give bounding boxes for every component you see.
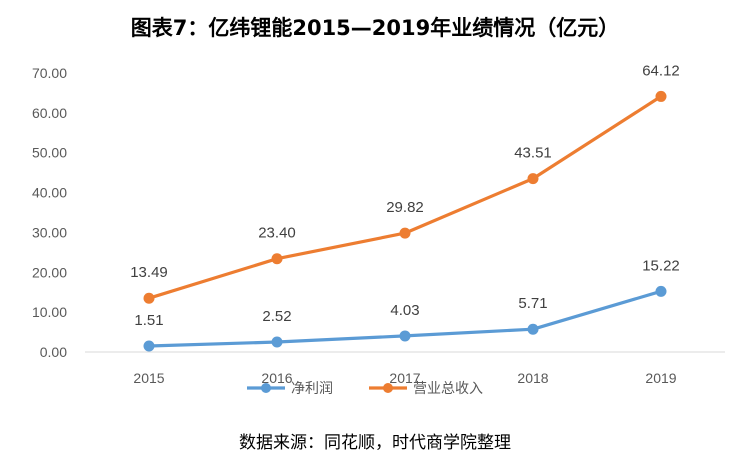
data-label: 2.52 (262, 308, 291, 325)
data-label: 29.82 (386, 199, 424, 216)
data-point (271, 253, 283, 265)
y-tick-label: 50.00 (32, 145, 67, 161)
data-point (143, 340, 155, 352)
x-tick-label: 2016 (261, 370, 292, 386)
y-tick-label: 0.00 (40, 344, 67, 360)
data-label: 4.03 (390, 302, 419, 319)
legend-marker-0 (261, 383, 271, 393)
data-point (527, 173, 539, 185)
data-label: 23.40 (258, 225, 296, 242)
source-note: 数据来源：同花顺，时代商学院整理 (239, 433, 511, 453)
y-tick-label: 40.00 (32, 185, 67, 201)
data-point (399, 330, 411, 342)
data-label: 15.22 (642, 257, 680, 274)
legend: 净利润 营业总收入 (247, 381, 483, 397)
y-tick-label: 60.00 (32, 105, 67, 121)
data-point (143, 292, 155, 304)
x-tick-label: 2018 (517, 370, 548, 386)
y-axis: 0.00 10.00 20.00 30.00 40.00 50.00 60.00 70.00 (32, 65, 67, 360)
data-point (271, 336, 283, 348)
data-point (655, 90, 667, 102)
x-axis: 2015 2016 2017 2018 2019 (85, 351, 725, 386)
legend-label: 营业总收入 (413, 381, 483, 397)
data-label: 13.49 (130, 264, 168, 281)
x-tick-label: 2015 (133, 370, 164, 386)
legend-marker-1 (383, 383, 393, 393)
y-tick-label: 20.00 (32, 264, 67, 280)
legend-label: 净利润 (291, 381, 333, 397)
data-point (399, 227, 411, 239)
data-label: 64.12 (642, 62, 680, 79)
data-point (655, 285, 667, 297)
y-tick-label: 70.00 (32, 65, 67, 81)
data-point (527, 323, 539, 335)
chart-title: 图表7：亿纬锂能2015—2019年业绩情况（亿元） (130, 16, 620, 40)
data-label: 5.71 (518, 295, 547, 312)
y-tick-label: 30.00 (32, 224, 67, 240)
data-label: 43.51 (514, 145, 552, 162)
y-tick-label: 10.00 (32, 304, 67, 320)
series-layer: 13.49 23.40 29.82 43.51 64.12 1.51 2.52 4.03 5.7… (130, 62, 680, 352)
series-line-0 (147, 94, 663, 300)
x-tick-label: 2019 (645, 370, 676, 386)
x-tick-label: 2017 (389, 370, 420, 386)
data-label: 1.51 (134, 312, 163, 329)
